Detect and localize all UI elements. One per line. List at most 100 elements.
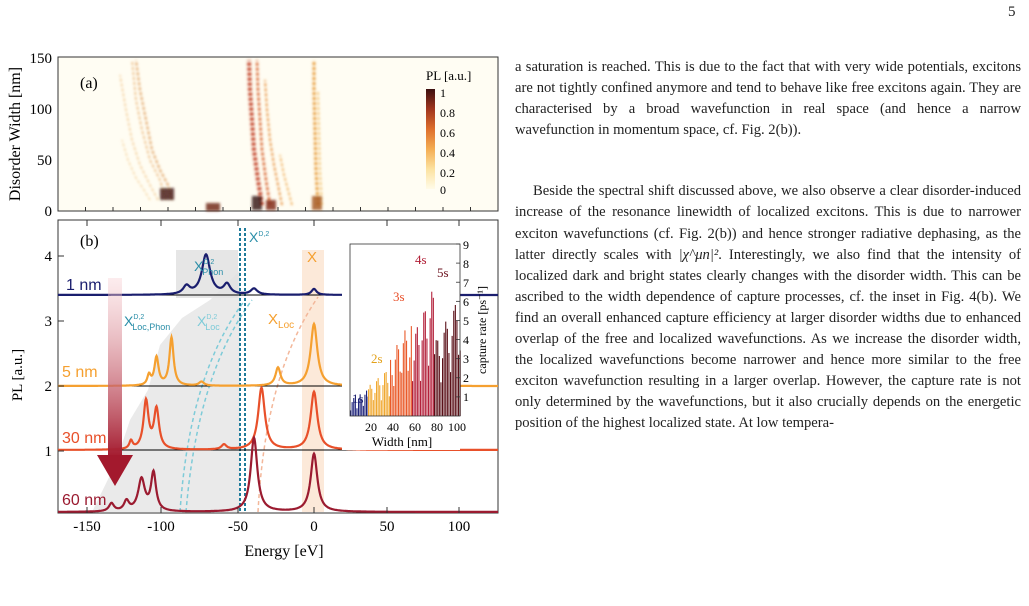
- inset: 1s 2s 3s 4s 5s 20 40 60 80 100 Width [nm…: [342, 238, 489, 450]
- bright-loc-guide-curve: [257, 296, 319, 513]
- panel-b-xtick-100: 100: [448, 519, 471, 535]
- inset-frame: [349, 243, 461, 417]
- bright-exciton-shade: [302, 250, 324, 512]
- inset-bar: [394, 359, 396, 416]
- inset-xtick-40: 40: [387, 420, 399, 434]
- inset-label-5s: 5s: [437, 265, 449, 280]
- colorbar-tick-0.6: 0.6: [440, 126, 455, 140]
- panel-b-label: (b): [80, 233, 99, 250]
- inset-bar: [442, 358, 444, 416]
- inset-bar: [428, 365, 430, 416]
- inset-bar: [404, 330, 406, 416]
- panel-a-ylabel: Disorder Width [nm]: [7, 67, 24, 201]
- inset-bar: [390, 359, 392, 416]
- inset-bar: [380, 400, 382, 416]
- inset-bar: [421, 340, 423, 416]
- heatmap-trace-8: [312, 60, 320, 206]
- panel-a-ytick-50: 50: [37, 153, 52, 169]
- inset-bar: [450, 372, 452, 416]
- annot-loc-d: XD,2 Loc: [197, 313, 220, 332]
- inset-bar: [426, 338, 428, 416]
- label-30nm: 30 nm: [62, 430, 106, 447]
- panel-b-ytick-2: 2: [45, 379, 53, 395]
- colorbar-tick-0.4: 0.4: [440, 146, 455, 160]
- panel-b-xtick-50: 50: [380, 519, 395, 535]
- inset-bar: [388, 396, 390, 416]
- inset-bar: [366, 390, 368, 416]
- colorbar-tick-0: 0: [440, 183, 446, 197]
- panel-a-ytick-0: 0: [45, 204, 53, 220]
- inset-bar: [437, 340, 439, 416]
- inset-xtick-100: 100: [448, 420, 466, 434]
- inset-bar: [448, 353, 450, 416]
- inset-bar: [350, 410, 352, 416]
- inset-bar: [406, 340, 408, 416]
- math-chi: |χ^μn|²: [678, 246, 719, 263]
- inset-ytick-8: 8: [463, 257, 469, 271]
- inset-bar: [399, 371, 401, 416]
- inset-bar: [434, 354, 436, 416]
- paragraph-1: a saturation is reached. This is due to …: [515, 59, 1021, 139]
- inset-label-1s: 1s: [352, 391, 364, 406]
- heatmap-traces: [119, 59, 323, 211]
- heatmap-trace-1: [131, 59, 167, 201]
- inset-bar: [369, 384, 371, 416]
- inset-bar: [401, 372, 403, 416]
- heatmap-blob-4: [312, 196, 322, 210]
- panel-b-ylabel: PL [a.u.]: [10, 349, 26, 401]
- inset-bar: [443, 332, 445, 416]
- inset-bar: [385, 372, 387, 416]
- inset-bar: [416, 327, 418, 416]
- heatmap-blob-0: [206, 203, 220, 211]
- heatmap-blob-1: [160, 188, 174, 200]
- heatmap-blob-2: [252, 196, 262, 210]
- inset-bar: [451, 335, 453, 416]
- inset-bar: [412, 381, 414, 416]
- panel-b-xtick-m150: -150: [73, 519, 101, 535]
- inset-bar: [353, 398, 355, 416]
- inset-bar: [453, 310, 455, 416]
- inset-bar: [387, 382, 389, 416]
- panel-b-ytick-1: 1: [45, 444, 53, 460]
- inset-ytick-6: 6: [463, 295, 469, 309]
- inset-bar: [376, 381, 378, 416]
- inset-bar: [377, 378, 379, 416]
- inset-bar: [374, 392, 376, 416]
- panel-b-xtick-m50: -50: [228, 519, 248, 535]
- inset-bar: [410, 326, 412, 416]
- inset-xlabel: Width [nm]: [372, 434, 433, 449]
- inset-bar: [372, 400, 374, 416]
- inset-bar: [435, 340, 437, 416]
- inset-ytick-3: 3: [463, 352, 469, 366]
- inset-bar: [429, 318, 431, 416]
- inset-bar: [438, 356, 440, 416]
- localized-phonon-shade: [92, 270, 240, 512]
- inset-ytick-4: 4: [463, 333, 469, 347]
- paragraph-2: Beside the spectral shift discussed abov…: [515, 181, 1021, 434]
- panel-b-ytick-3: 3: [45, 314, 53, 330]
- panel-a-label: (a): [80, 75, 98, 92]
- heatmap-trace-6: [264, 79, 283, 206]
- panel-b-xtick-0: 0: [310, 519, 318, 535]
- colorbar-tick-0.2: 0.2: [440, 166, 455, 180]
- inset-bar: [454, 305, 456, 416]
- inset-bar: [384, 373, 386, 416]
- label-1nm: 1 nm: [66, 277, 102, 294]
- inset-xtick-80: 80: [431, 420, 443, 434]
- inset-bar: [407, 370, 409, 416]
- colorbar-tick-1: 1: [440, 86, 446, 100]
- panel-a: (a) Disorder Width [nm] 0 50 100 150 PL …: [7, 51, 499, 220]
- inset-label-4s: 4s: [415, 252, 427, 267]
- inset-ytick-7: 7: [463, 276, 469, 290]
- heatmap-trace-3: [121, 139, 151, 201]
- inset-bar: [413, 360, 415, 416]
- disorder-arrow-shaft: [108, 278, 122, 458]
- panel-b-xtick-m100: -100: [147, 519, 175, 535]
- inset-bar: [368, 389, 370, 416]
- inset-bar: [356, 408, 358, 416]
- text-column: a saturation is reached. This is due to …: [515, 57, 1021, 435]
- paragraph-2-part-b: . Interestingly, we also find that the i…: [515, 246, 1022, 432]
- inset-bar: [445, 321, 447, 416]
- inset-label-3s: 3s: [393, 289, 405, 304]
- dark-loc-guide-curve: [179, 299, 246, 513]
